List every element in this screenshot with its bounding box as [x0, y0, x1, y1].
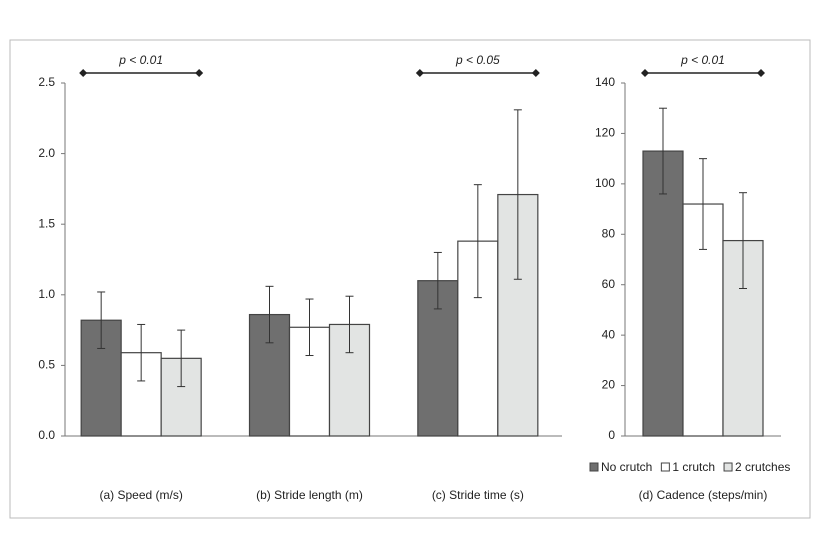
x-tick-label: (c) Stride time (s) — [432, 488, 524, 502]
bracket-end — [757, 69, 765, 77]
y-tick-label: 40 — [602, 327, 616, 341]
x-tick-label: (a) Speed (m/s) — [99, 488, 182, 502]
y-tick-label: 20 — [602, 378, 616, 392]
bracket-end — [641, 69, 649, 77]
annotation: p < 0.01 — [680, 53, 725, 67]
y-tick-label: 100 — [595, 176, 615, 190]
x-tick-label: (b) Stride length (m) — [256, 488, 363, 502]
y-tick-label: 2.5 — [38, 75, 55, 89]
bracket-end — [79, 69, 88, 77]
legend-swatch — [723, 462, 733, 472]
x-tick-label: (d) Cadence (steps/min) — [639, 488, 768, 502]
y-tick-label: 0.0 — [38, 428, 55, 442]
y-tick-label: 80 — [602, 226, 616, 240]
y-tick-label: 2.0 — [38, 146, 55, 160]
bracket-end — [195, 69, 204, 77]
legend-swatch — [660, 462, 670, 472]
y-tick-label: 0 — [608, 428, 615, 442]
bracket-end — [415, 69, 424, 77]
legend-swatch — [589, 462, 599, 472]
legend-label: No crutch — [601, 460, 652, 474]
y-tick-label: 0.5 — [38, 358, 55, 372]
legend-label: 1 crutch — [672, 460, 715, 474]
annotation: p < 0.05 — [455, 53, 500, 67]
y-tick-label: 1.0 — [38, 287, 55, 301]
annotation: p < 0.01 — [118, 53, 163, 67]
bracket-end — [531, 69, 540, 77]
y-tick-label: 120 — [595, 126, 615, 140]
y-tick-label: 60 — [602, 277, 616, 291]
legend-label: 2 crutches — [735, 460, 790, 474]
y-tick-label: 140 — [595, 75, 615, 89]
y-tick-label: 1.5 — [38, 216, 55, 230]
